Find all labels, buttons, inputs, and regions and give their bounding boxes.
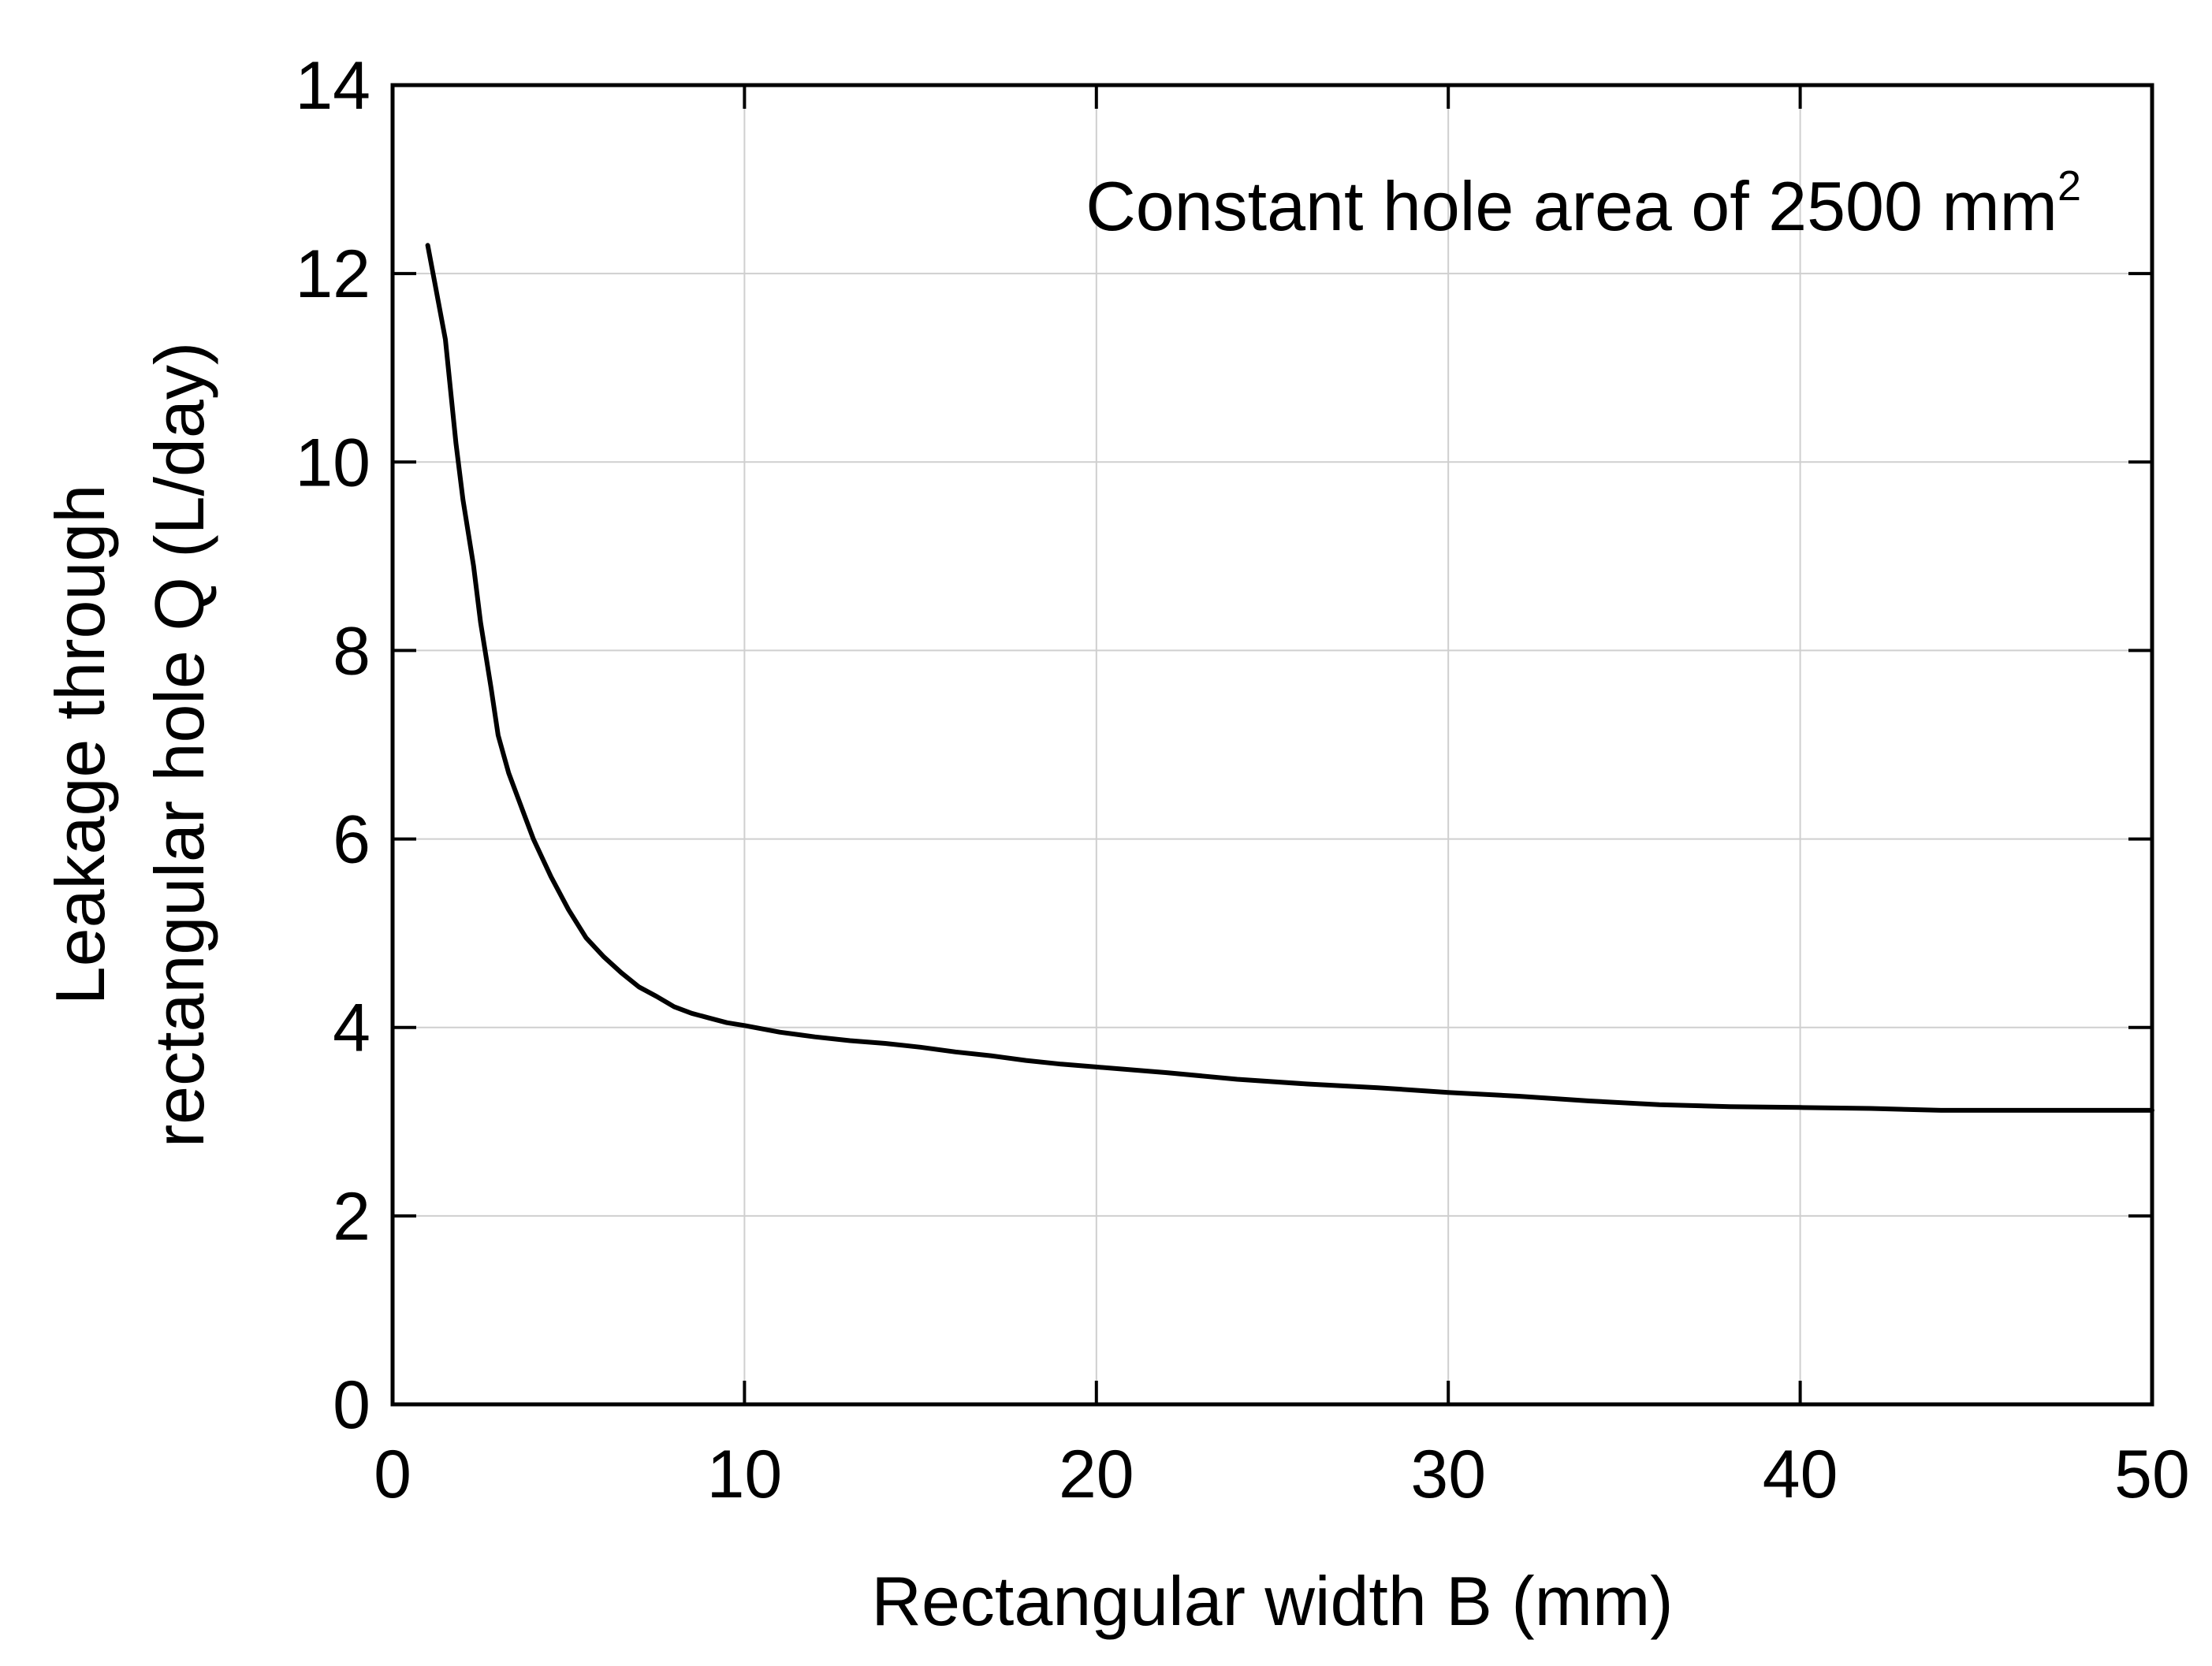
series-layer xyxy=(425,243,2154,1113)
y-tick-label: 12 xyxy=(295,236,371,312)
y-tick-label: 8 xyxy=(333,613,371,689)
x-tick-label: 20 xyxy=(1059,1437,1134,1512)
x-tick-label: 30 xyxy=(1410,1437,1486,1512)
series-line-0 xyxy=(425,243,2154,1113)
grid-lines xyxy=(393,85,2152,1404)
y-axis-title-line-1: Leakage through xyxy=(41,485,119,1006)
y-tick-label: 2 xyxy=(333,1179,371,1255)
plot-frame xyxy=(390,83,2154,1407)
annotation: Constant hole area of 2500 mm2 xyxy=(1086,162,2081,245)
y-tick-label: 4 xyxy=(333,991,371,1066)
x-tick-label: 50 xyxy=(2114,1437,2190,1512)
y-tick-label: 0 xyxy=(333,1367,371,1443)
x-axis-title: Rectangular width B (mm) xyxy=(871,1562,1673,1640)
y-axis-title-line-2: rectangular hole Q (L/day) xyxy=(140,342,218,1147)
x-tick-label: 10 xyxy=(707,1437,783,1512)
y-tick-label: 14 xyxy=(295,48,371,124)
axis-ticks xyxy=(393,85,2152,1404)
y-tick-label: 10 xyxy=(295,425,371,500)
x-tick-label: 40 xyxy=(1763,1437,1838,1512)
y-tick-label: 6 xyxy=(333,802,371,878)
annotation-text: Constant hole area of 2500 mm xyxy=(1086,167,2057,245)
tick-labels: 0 10 20 30 40 50 0 2 4 6 8 10 12 14 xyxy=(295,48,2190,1512)
x-tick-label: 0 xyxy=(374,1437,411,1512)
annotation-superscript: 2 xyxy=(2057,162,2081,210)
